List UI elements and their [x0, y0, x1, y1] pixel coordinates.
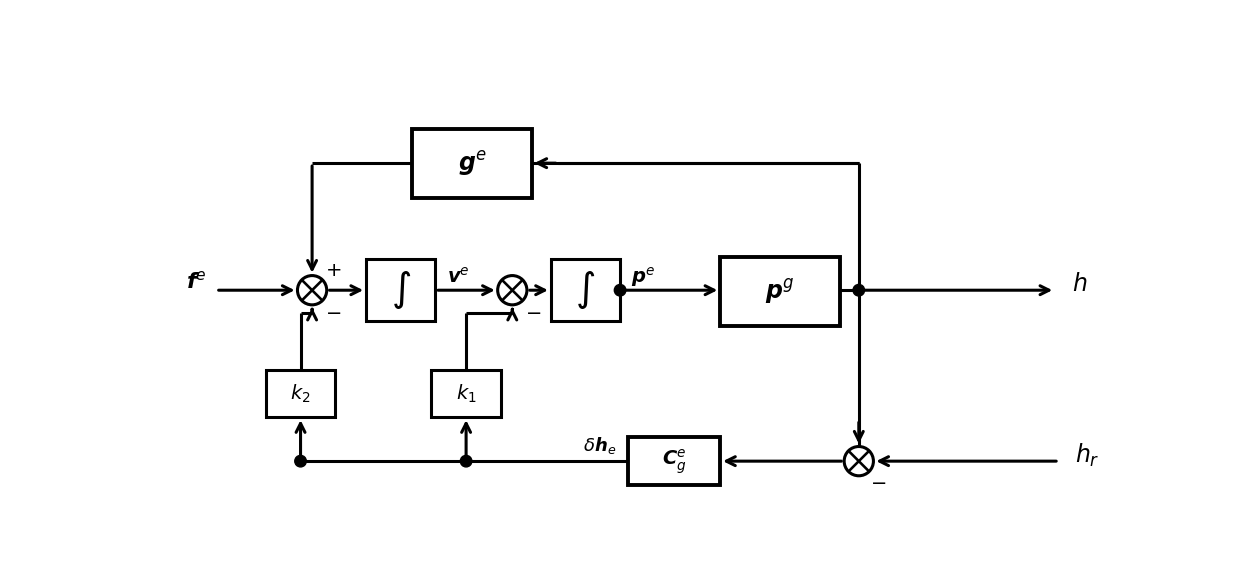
Text: $-$: $-$ [870, 472, 887, 491]
Text: $\boldsymbol{p}^e$: $\boldsymbol{p}^e$ [631, 265, 655, 289]
Circle shape [298, 276, 326, 305]
Text: $\boldsymbol{f}^e$: $\boldsymbol{f}^e$ [186, 270, 207, 292]
Text: $\int$: $\int$ [391, 269, 410, 311]
Text: $\boldsymbol{v}^e$: $\boldsymbol{v}^e$ [446, 267, 470, 287]
Circle shape [853, 284, 864, 296]
Text: $k_1$: $k_1$ [456, 382, 476, 404]
Text: $k_2$: $k_2$ [290, 382, 311, 404]
Bar [432, 369, 501, 417]
Bar [412, 129, 532, 198]
Text: $-$: $-$ [525, 302, 541, 320]
Text: $\delta\boldsymbol{h}_e$: $\delta\boldsymbol{h}_e$ [583, 435, 616, 456]
Circle shape [614, 284, 626, 296]
Text: $\boldsymbol{p}^g$: $\boldsymbol{p}^g$ [765, 277, 795, 306]
Circle shape [497, 276, 527, 305]
Text: $h$: $h$ [1073, 272, 1087, 296]
Bar [551, 259, 620, 321]
Bar [720, 257, 839, 327]
Text: $\boldsymbol{C}_g^e$: $\boldsymbol{C}_g^e$ [662, 447, 686, 475]
Text: $+$: $+$ [325, 261, 341, 280]
Text: $-$: $-$ [325, 302, 341, 320]
Circle shape [844, 447, 873, 476]
Bar [366, 259, 435, 321]
Text: $h_r$: $h_r$ [1075, 442, 1100, 469]
Text: $\boldsymbol{g}^e$: $\boldsymbol{g}^e$ [458, 149, 486, 178]
Bar [265, 369, 335, 417]
Circle shape [295, 455, 306, 467]
Circle shape [460, 455, 472, 467]
Bar [627, 437, 720, 485]
Text: $\int$: $\int$ [575, 269, 595, 311]
